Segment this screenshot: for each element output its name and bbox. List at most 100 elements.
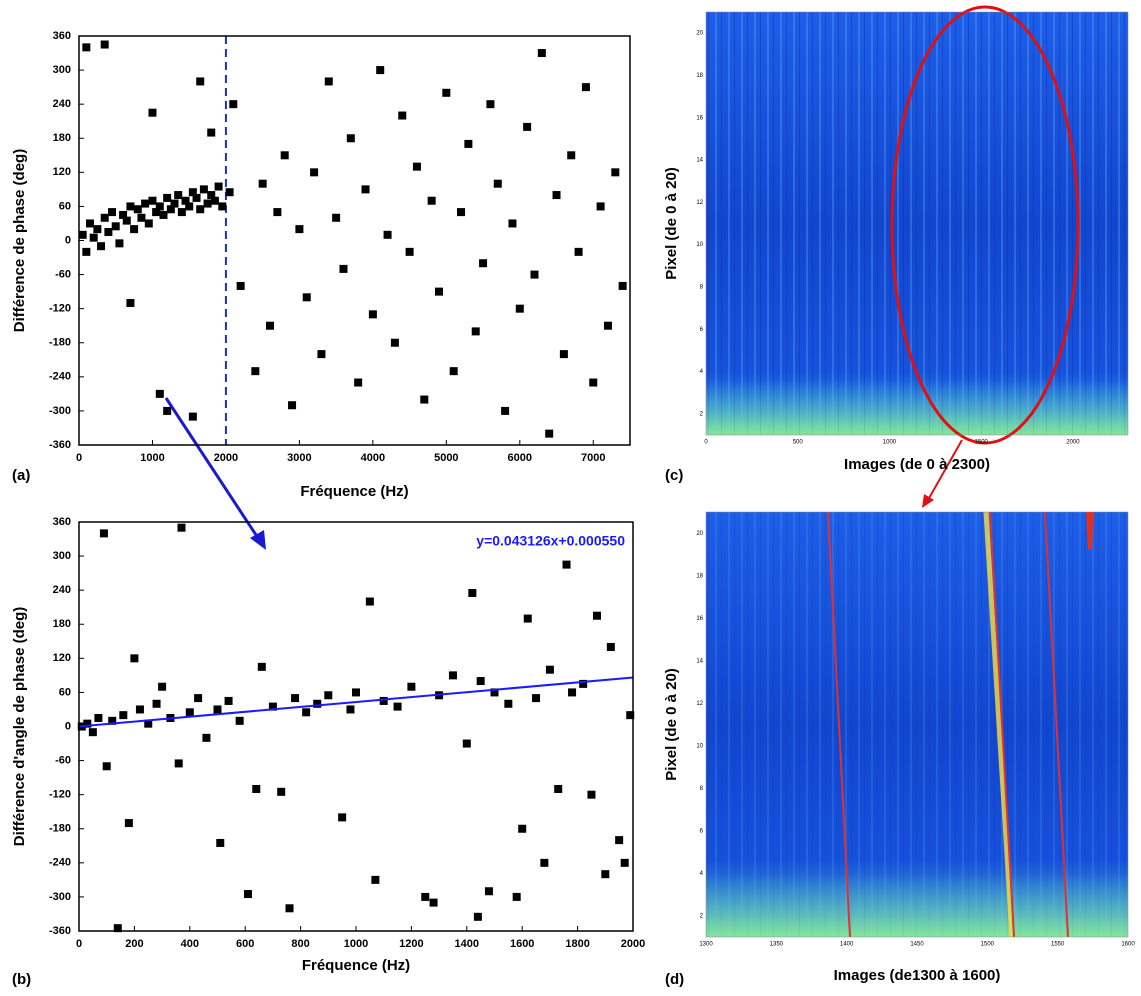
scatter-point xyxy=(104,227,113,236)
scatter-point xyxy=(89,233,98,242)
scatter-point xyxy=(258,179,267,188)
scatter-point xyxy=(99,529,108,538)
y-tick-label: -240 xyxy=(49,857,71,869)
x-tick-label: 1300 xyxy=(699,942,713,948)
y-tick-label: 300 xyxy=(53,550,71,562)
scatter-point xyxy=(130,654,139,663)
scatter-point xyxy=(213,705,222,714)
scatter-point xyxy=(174,759,183,768)
panel: 0 1000 2000 3000 4000 5000 6000 7000-360-300-24… xyxy=(11,30,631,500)
scatter-point xyxy=(365,597,374,606)
scatter-point xyxy=(346,705,355,714)
scatter-point xyxy=(119,711,128,720)
y-tick-label: 2 xyxy=(700,913,704,919)
x-tick-label: 1600 xyxy=(1121,942,1135,948)
scatter-point xyxy=(188,412,197,421)
scatter-point xyxy=(194,694,203,703)
y-tick-label: 8 xyxy=(700,285,704,291)
scatter-point xyxy=(464,139,473,148)
y-tick-label: 2 xyxy=(700,411,704,417)
y-tick-label: 12 xyxy=(696,701,703,707)
scatter-point xyxy=(532,694,541,703)
scatter-point xyxy=(471,327,480,336)
annotation-shapes xyxy=(164,5,1080,938)
scatter-point xyxy=(476,677,485,686)
scatter-point xyxy=(181,196,190,205)
panel-label: (d) xyxy=(665,971,684,988)
x-axis-label: Fréquence (Hz) xyxy=(302,957,410,974)
plot-frame xyxy=(78,521,634,932)
scatter-point xyxy=(185,708,194,717)
scatter-point xyxy=(324,691,333,700)
x-tick-label: 0 xyxy=(76,452,82,464)
y-tick-label: -180 xyxy=(49,337,71,349)
scatter-point xyxy=(83,719,92,728)
scatter-point xyxy=(152,208,161,217)
scatter-point xyxy=(100,213,109,222)
scatter-point xyxy=(108,716,117,725)
scatter-point xyxy=(185,202,194,211)
scatter-point xyxy=(530,270,539,279)
scatter-point xyxy=(119,210,128,219)
x-tick-label: 5000 xyxy=(434,452,458,464)
x-tick-label: 1500 xyxy=(975,440,989,446)
x-tick-label: 1200 xyxy=(399,938,423,950)
plot-frame xyxy=(78,35,631,446)
scatter-point xyxy=(135,705,144,714)
scatter-point xyxy=(504,699,513,708)
scatter-point xyxy=(152,699,161,708)
scatter-point xyxy=(141,199,150,208)
scatter-point xyxy=(100,40,109,49)
y-tick-label: -300 xyxy=(49,405,71,417)
scatter-point xyxy=(108,208,117,217)
scatter-point xyxy=(421,892,430,901)
y-tick-label: 6 xyxy=(700,327,704,333)
scatter-point xyxy=(501,406,510,415)
scatter-point xyxy=(606,642,615,651)
x-tick-label: 600 xyxy=(236,938,254,950)
scatter-point xyxy=(523,122,532,131)
y-tick-label: 60 xyxy=(59,200,71,212)
scatter-point xyxy=(202,733,211,742)
x-tick-label: 500 xyxy=(793,440,804,446)
scatter-point xyxy=(545,429,554,438)
scatter-point xyxy=(449,367,458,376)
scatter-point xyxy=(390,338,399,347)
scatter-point xyxy=(236,281,245,290)
scatter-point xyxy=(338,813,347,822)
scatter-point xyxy=(243,890,252,899)
scatter-point xyxy=(398,111,407,120)
scatter-point xyxy=(210,196,219,205)
scatter-point xyxy=(339,264,348,273)
y-tick-label: 180 xyxy=(53,618,71,630)
scatter-point xyxy=(86,219,95,228)
scatter-point xyxy=(412,162,421,171)
scatter-point xyxy=(251,367,260,376)
y-tick-label: 6 xyxy=(700,828,704,834)
scatter-point xyxy=(518,824,527,833)
x-tick-label: 1600 xyxy=(510,938,534,950)
scatter-point xyxy=(354,378,363,387)
x-tick-label: 0 xyxy=(704,440,708,446)
scatter-point xyxy=(111,222,120,231)
scatter-point xyxy=(618,281,627,290)
y-tick-label: 16 xyxy=(696,115,703,121)
y-tick-label: 12 xyxy=(696,200,703,206)
scatter-point xyxy=(589,378,598,387)
scatter-point xyxy=(207,128,216,137)
scatter-point xyxy=(427,196,436,205)
scatter-point xyxy=(158,682,167,691)
x-tick-label: 1000 xyxy=(140,452,164,464)
y-tick-label: 14 xyxy=(696,158,703,164)
y-tick-label: 0 xyxy=(65,234,71,246)
y-axis-label: Pixel (de 0 à 20) xyxy=(663,167,680,280)
scatter-point xyxy=(163,193,172,202)
x-tick-label: 4000 xyxy=(361,452,385,464)
scatter-point xyxy=(78,230,87,239)
plot-frame xyxy=(705,11,1129,436)
scatter-point xyxy=(229,100,238,109)
x-axis-label: Images (de1300 à 1600) xyxy=(834,967,1001,984)
scatter-point xyxy=(148,196,157,205)
y-tick-label: -240 xyxy=(49,371,71,383)
scatter-point xyxy=(295,225,304,234)
